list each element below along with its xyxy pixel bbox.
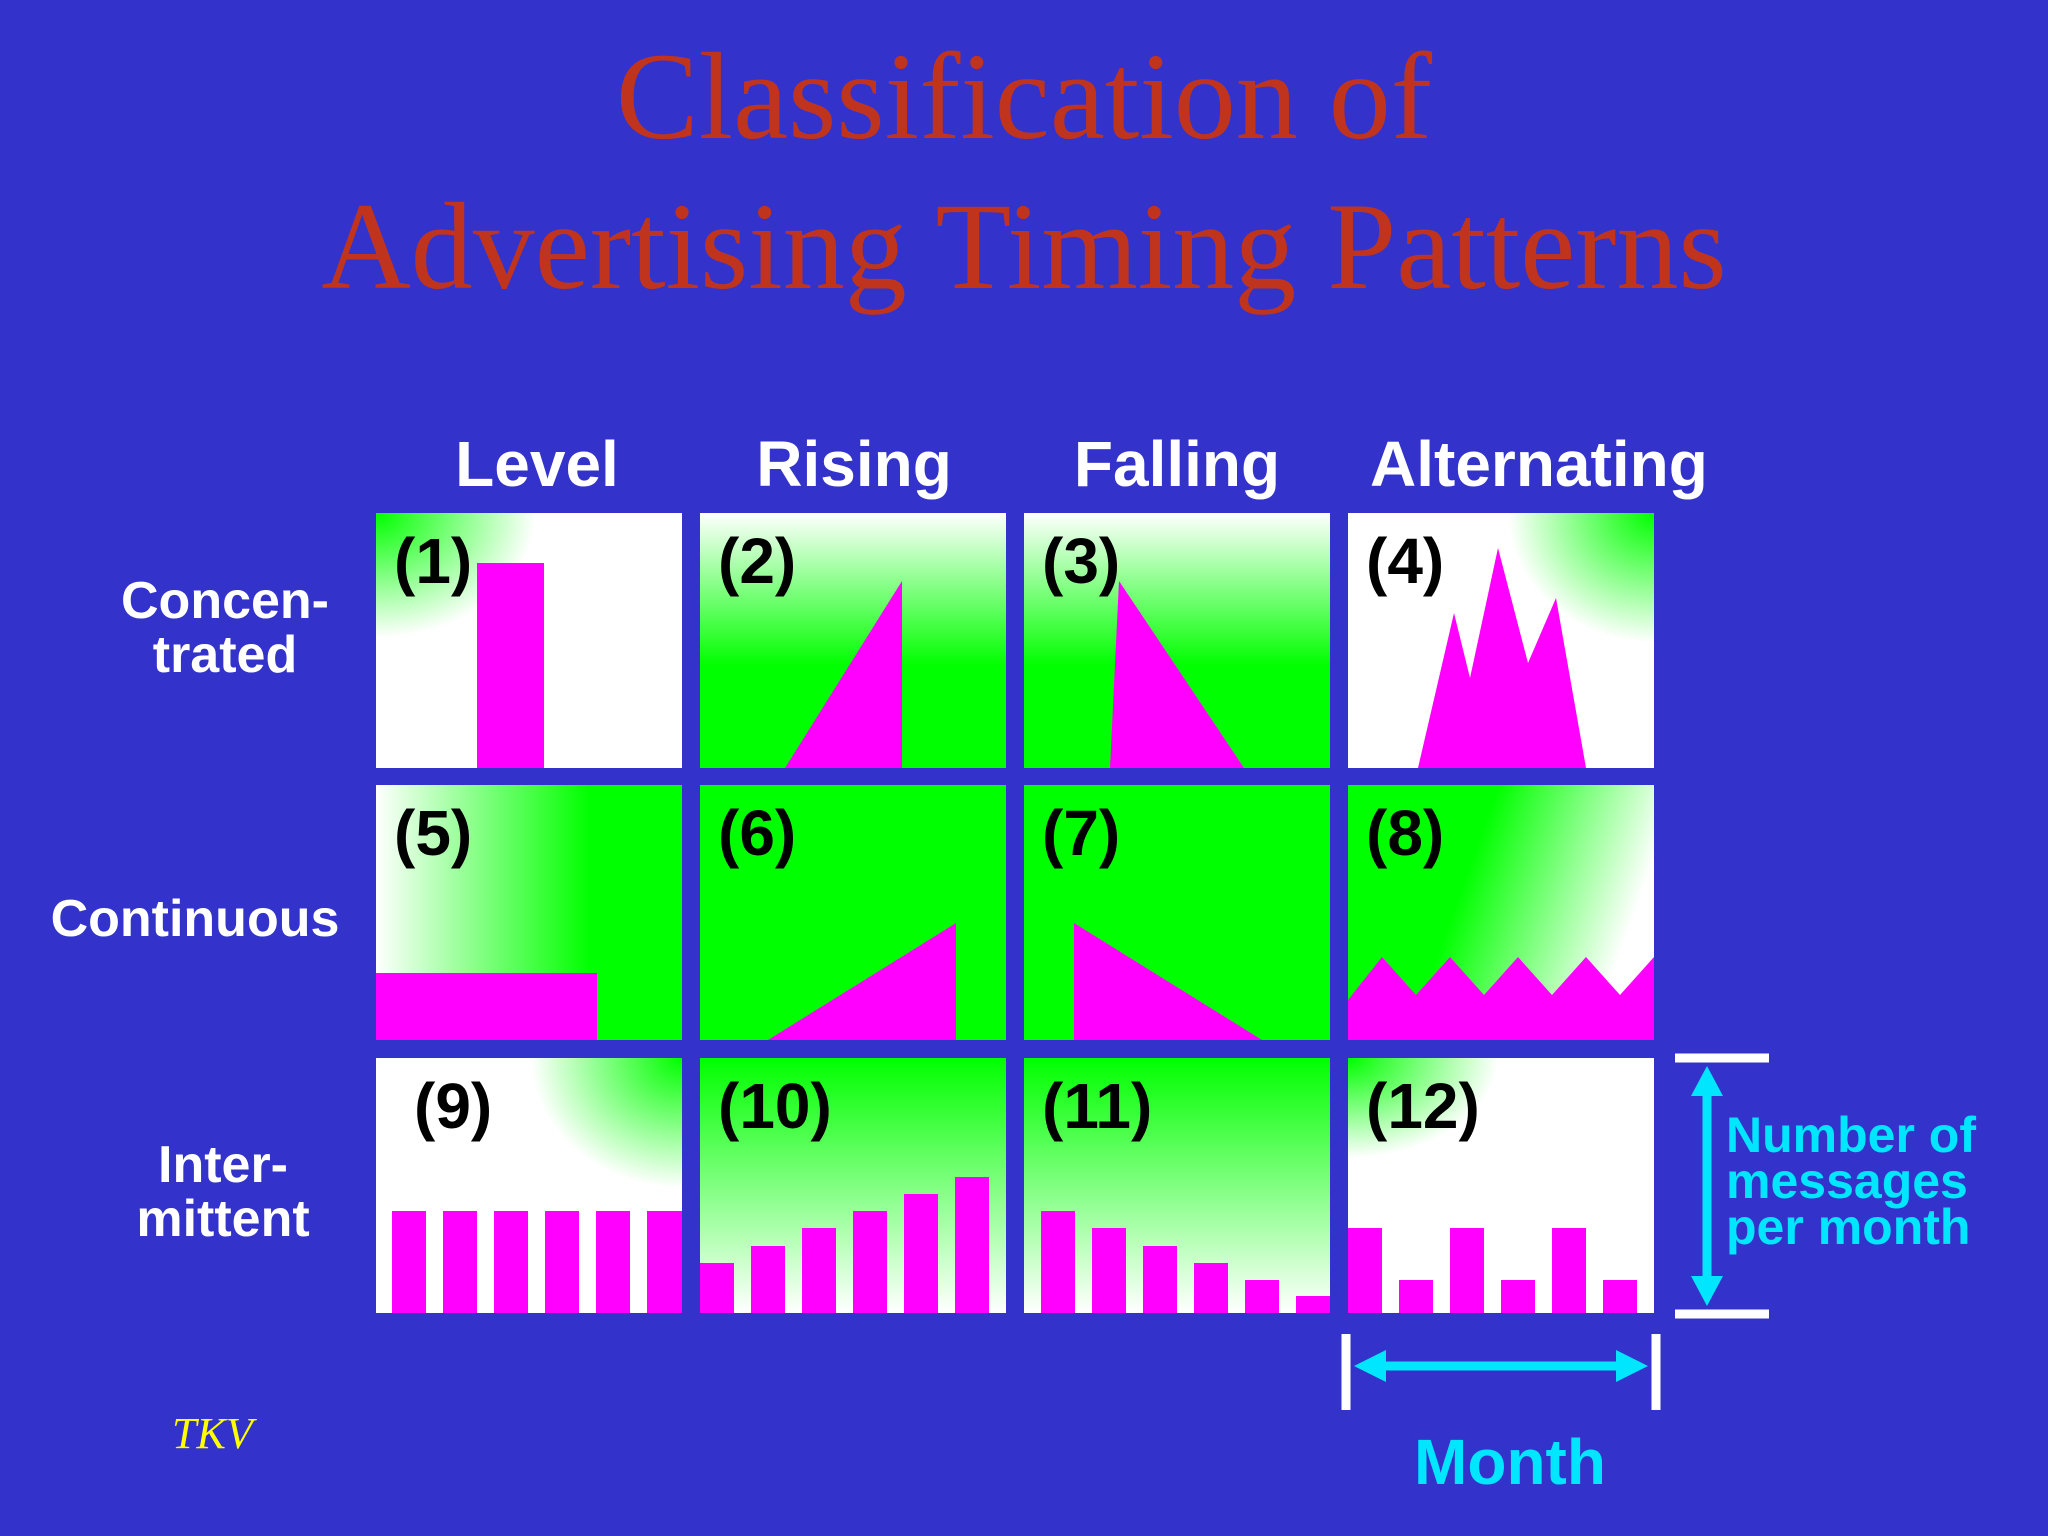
column-falling: Falling <box>1073 428 1281 500</box>
horizontal-arrow-icon <box>1341 1334 1661 1410</box>
pattern-number: (11) <box>1042 1070 1153 1142</box>
rising-triangle <box>785 581 902 768</box>
x-axis-label: Month <box>1414 1426 1606 1498</box>
pattern-cell-6: (6) <box>700 785 1006 1040</box>
level-bars <box>392 1211 682 1313</box>
level-bar <box>376 973 597 1040</box>
column-alternating: Alternating <box>1370 428 1708 500</box>
pattern-graphic-5 <box>376 785 682 1040</box>
pattern-graphic-1 <box>376 513 682 768</box>
pattern-number: (7) <box>1042 797 1121 869</box>
pattern-cell-4: (4) <box>1348 513 1654 768</box>
pattern-number: (9) <box>414 1070 493 1142</box>
author-credit: TKV <box>172 1409 253 1458</box>
pattern-graphic-9 <box>376 1058 682 1313</box>
pattern-cell-3: (3) <box>1024 513 1330 768</box>
pattern-graphic-7 <box>1024 785 1330 1040</box>
alternating-bars <box>1348 1228 1637 1313</box>
pattern-graphic-8 <box>1348 785 1654 1040</box>
rising-bars <box>700 1177 989 1313</box>
pattern-graphic-10 <box>700 1058 1006 1313</box>
pattern-cell-12: (12) <box>1348 1058 1654 1313</box>
pattern-graphic-11 <box>1024 1058 1330 1313</box>
pattern-cell-1: (1) <box>376 513 682 768</box>
pattern-cell-2: (2) <box>700 513 1006 768</box>
rising-triangle <box>768 923 956 1040</box>
falling-bars <box>1041 1211 1330 1313</box>
pattern-graphic-4 <box>1348 513 1654 768</box>
title-line-2: Advertising Timing Patterns <box>321 178 1727 315</box>
pattern-number: (5) <box>394 797 473 869</box>
pattern-number: (4) <box>1366 525 1445 597</box>
pattern-graphic-2 <box>700 513 1006 768</box>
pattern-cell-8: (8) <box>1348 785 1654 1040</box>
pattern-number: (12) <box>1366 1070 1480 1142</box>
pattern-cell-7: (7) <box>1024 785 1330 1040</box>
pattern-number: (2) <box>718 525 797 597</box>
row-intermittent: Inter- mittent <box>136 1136 310 1248</box>
column-rising: Rising <box>756 428 952 500</box>
alternating-zigzag <box>1348 957 1654 1040</box>
falling-triangle <box>1110 581 1244 768</box>
vertical-arrow-icon <box>1675 1053 1769 1319</box>
pattern-cell-10: (10) <box>700 1058 1006 1313</box>
pattern-graphic-12 <box>1348 1058 1654 1313</box>
row-concentrated: Concen- trated <box>121 572 329 684</box>
pattern-cell-9: (9) <box>376 1058 682 1313</box>
bar <box>477 563 544 768</box>
pattern-number: (10) <box>718 1070 832 1142</box>
pattern-cell-11: (11) <box>1024 1058 1330 1313</box>
pattern-graphic-6 <box>700 785 1006 1040</box>
pattern-number: (6) <box>718 797 797 869</box>
alternating-peaks <box>1418 548 1586 768</box>
pattern-graphic-3 <box>1024 513 1330 768</box>
column-level: Level <box>455 428 619 500</box>
pattern-number: (1) <box>394 525 473 597</box>
pattern-number: (3) <box>1042 525 1121 597</box>
y-axis-label: Number of messages per month <box>1726 1107 1976 1255</box>
row-continuous: Continuous <box>50 890 340 948</box>
title-line-1: Classification of <box>615 28 1433 165</box>
falling-triangle <box>1074 923 1262 1040</box>
pattern-cell-5: (5) <box>376 785 682 1040</box>
pattern-number: (8) <box>1366 797 1445 869</box>
